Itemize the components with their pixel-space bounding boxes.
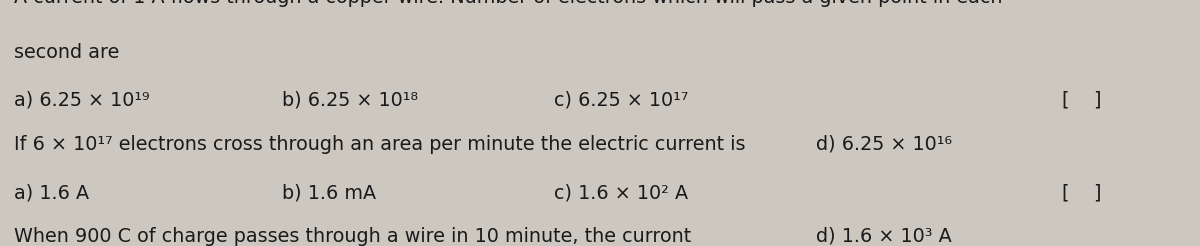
Text: c) 6.25 × 10¹⁷: c) 6.25 × 10¹⁷ [554,91,689,109]
Text: b) 1.6 mA: b) 1.6 mA [282,184,376,203]
Text: a) 6.25 × 10¹⁹: a) 6.25 × 10¹⁹ [14,91,150,109]
Text: d) 6.25 × 10¹⁶: d) 6.25 × 10¹⁶ [816,135,952,154]
Text: c) 1.6 × 10² A: c) 1.6 × 10² A [554,184,689,203]
Text: d) 1.6 × 10³ A: d) 1.6 × 10³ A [816,227,952,246]
Text: b) 6.25 × 10¹⁸: b) 6.25 × 10¹⁸ [282,91,418,109]
Text: [    ]: [ ] [1062,184,1102,203]
Text: second are: second are [14,43,120,62]
Text: A current of 1 A flows through a copper wire. Number of electrons which will pas: A current of 1 A flows through a copper … [14,0,1003,7]
Text: When 900 C of charge passes through a wire in 10 minute, the curront: When 900 C of charge passes through a wi… [14,227,691,246]
Text: a) 1.6 A: a) 1.6 A [14,184,90,203]
Text: [    ]: [ ] [1062,91,1102,109]
Text: If 6 × 10¹⁷ electrons cross through an area per minute the electric current is: If 6 × 10¹⁷ electrons cross through an a… [14,135,746,154]
